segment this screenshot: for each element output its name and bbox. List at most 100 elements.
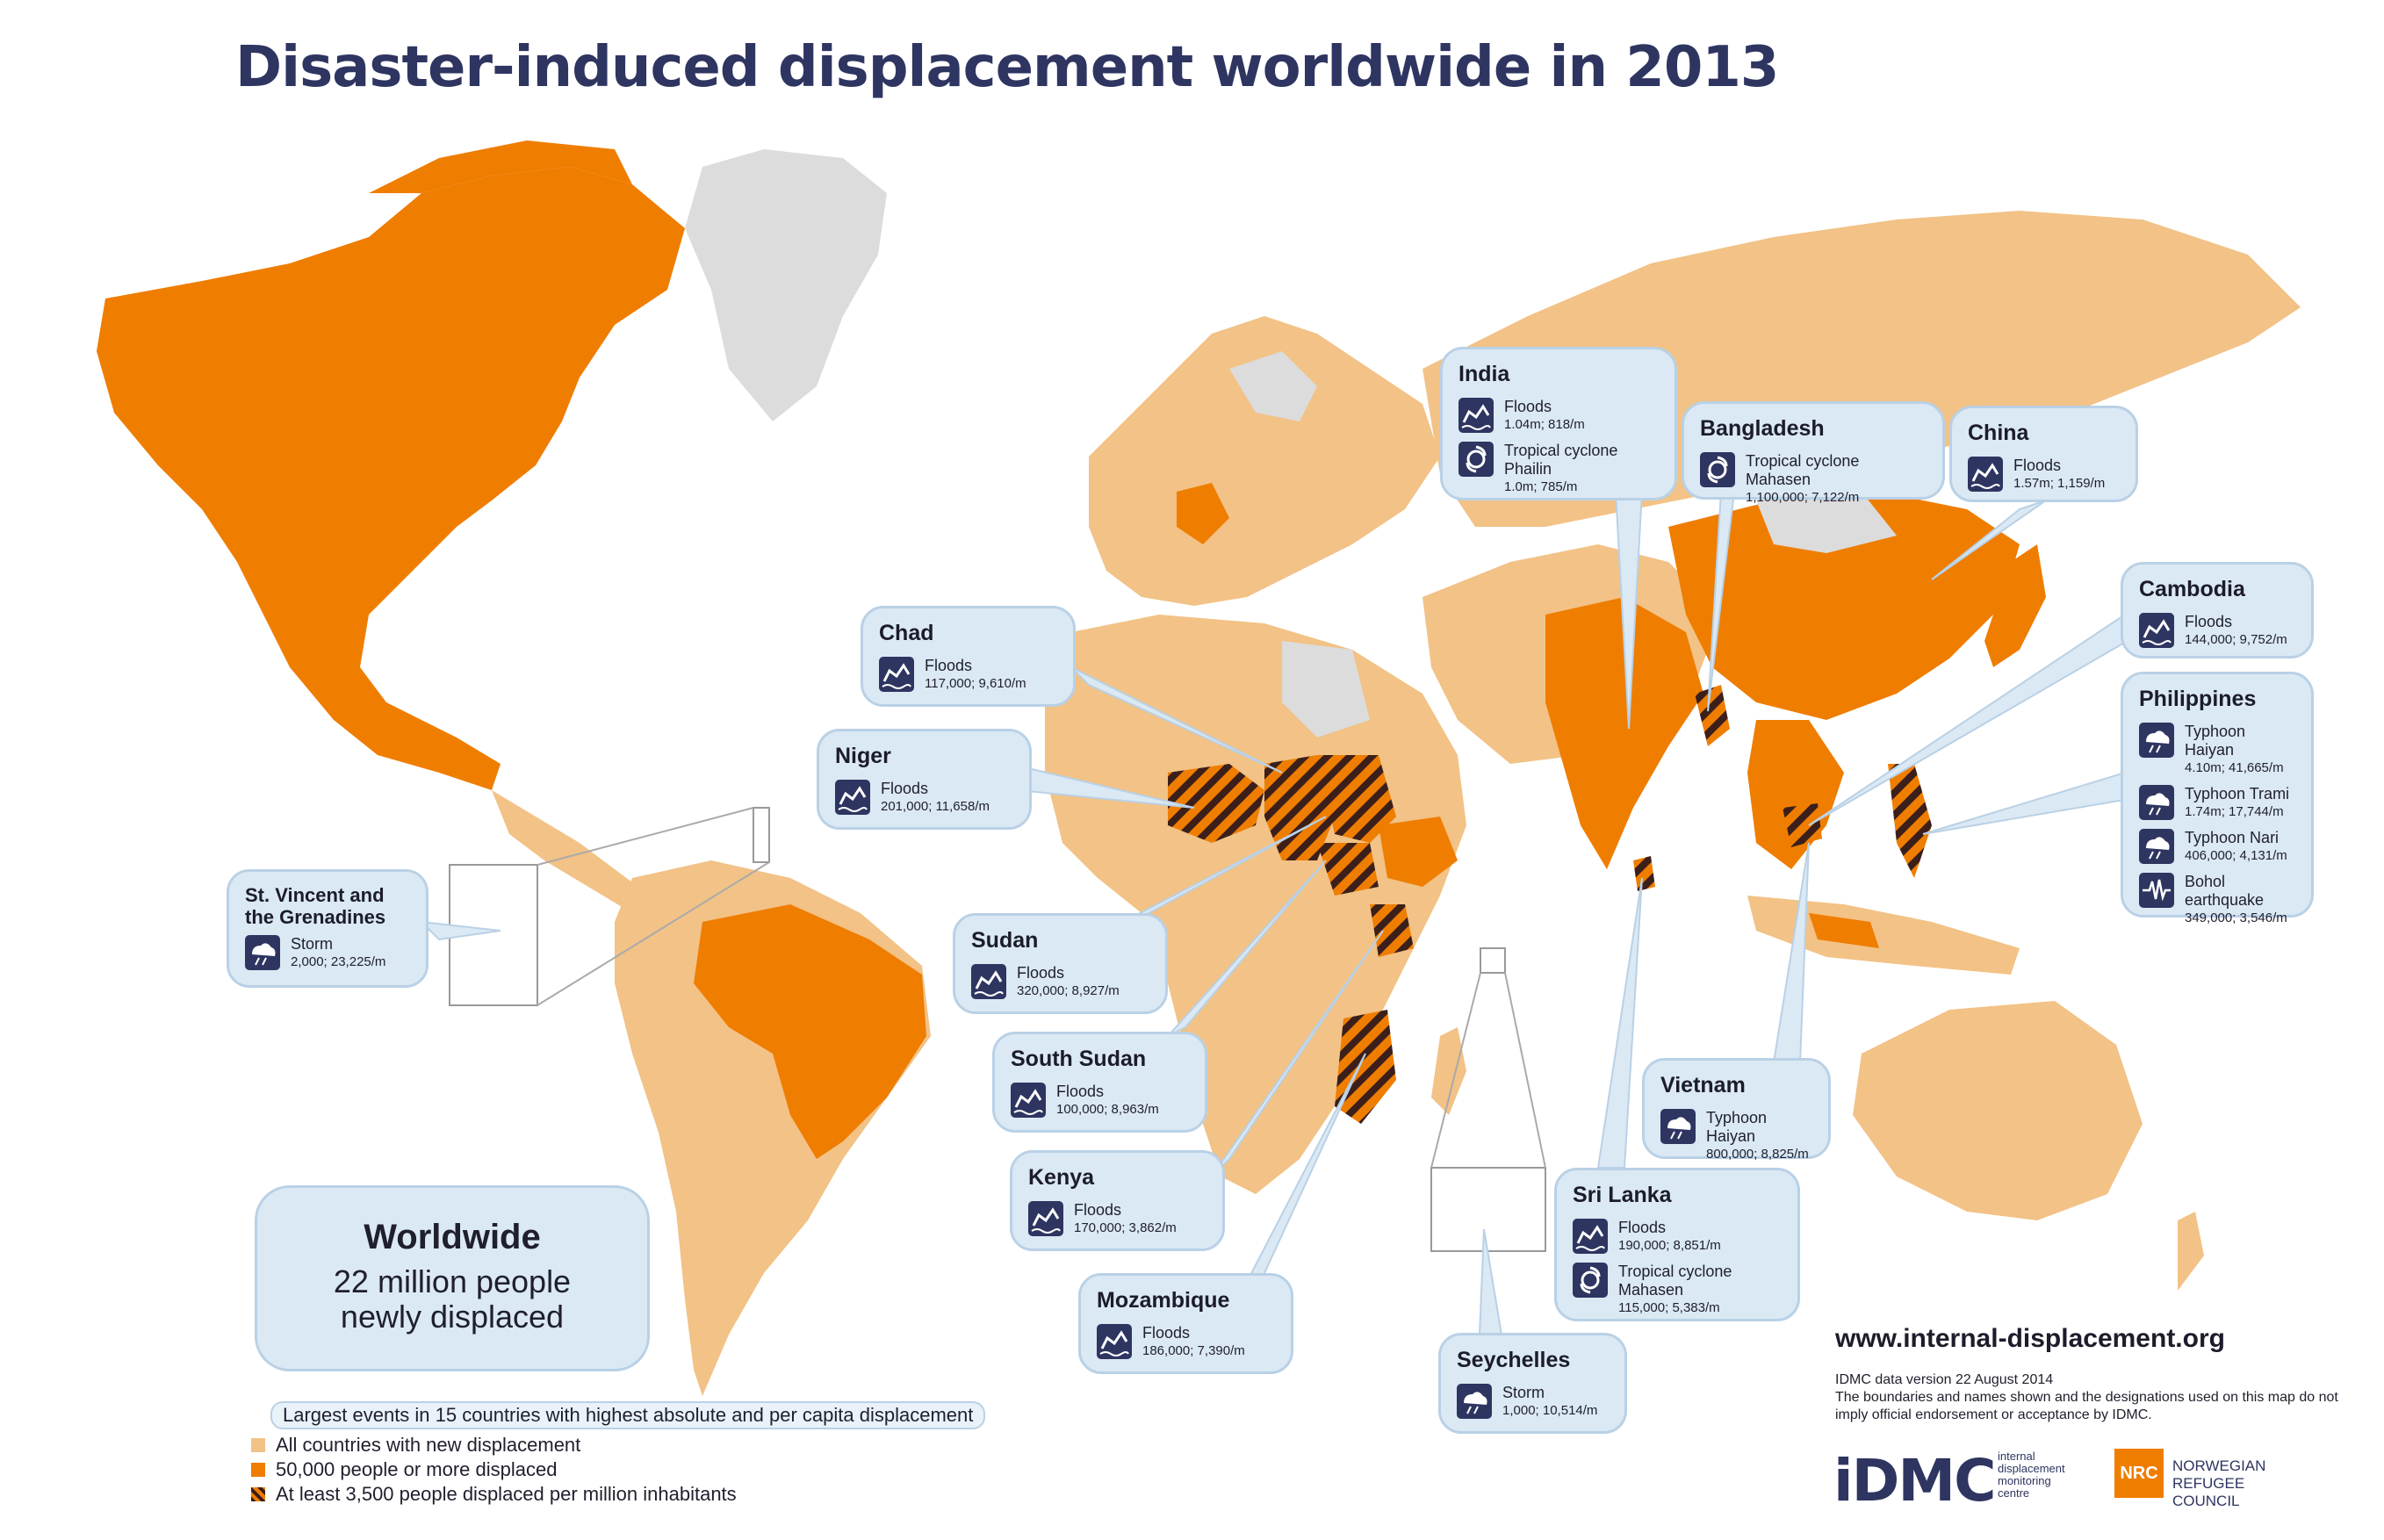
greenland-shape bbox=[685, 149, 887, 421]
seychelles-small-box bbox=[1480, 947, 1506, 974]
cambodia-hatched-shape bbox=[1783, 803, 1822, 847]
worldwide-line1: 22 million people bbox=[333, 1263, 572, 1299]
callout-india: India Floods 1.04m; 818/m Tropical cyclon… bbox=[1440, 347, 1677, 500]
website-link[interactable]: www.internal-displacement.org bbox=[1835, 1324, 2225, 1353]
data-note: IDMC data version 22 August 2014 The bou… bbox=[1835, 1371, 2362, 1424]
inset-line bbox=[537, 861, 770, 1006]
country-name: Sri Lanka bbox=[1573, 1183, 1672, 1207]
event-value: 800,000; 8,825/m bbox=[1706, 1147, 1809, 1162]
event-type: Typhoon Nari bbox=[2185, 829, 2280, 846]
event-type: Tropical cyclone Mahasen bbox=[1618, 1263, 1732, 1299]
country-name: St. Vincent and the Grenadines bbox=[245, 884, 386, 928]
niger-hatched-shape bbox=[1168, 764, 1264, 843]
flood-icon bbox=[879, 657, 914, 692]
idmc-logo: iDMC bbox=[1833, 1447, 1997, 1515]
event-type: Tropical cyclone Mahasen bbox=[1746, 452, 1860, 488]
event-row: Floods 144,000; 9,752/m bbox=[2139, 613, 2295, 648]
storm-icon bbox=[245, 935, 280, 970]
north-america-shape bbox=[97, 167, 685, 790]
flood-icon bbox=[1028, 1201, 1063, 1236]
event-value: 190,000; 8,851/m bbox=[1618, 1238, 1721, 1253]
legend-label: At least 3,500 people displaced per mill… bbox=[276, 1483, 737, 1505]
storm-icon bbox=[1457, 1384, 1492, 1419]
brazil-shape bbox=[694, 904, 926, 1159]
legend-label: 50,000 people or more displaced bbox=[276, 1458, 558, 1480]
chad-hatched-shape bbox=[1264, 755, 1335, 860]
idmc-subtitle: internal displacement monitoring centre bbox=[1998, 1450, 2065, 1500]
disclaimer: The boundaries and names shown and the d… bbox=[1835, 1390, 2338, 1422]
country-name: Bangladesh bbox=[1700, 416, 1825, 441]
india-shape bbox=[1545, 597, 1703, 869]
event-type: Floods bbox=[881, 780, 929, 797]
event-value: 1,000; 10,514/m bbox=[1502, 1403, 1598, 1418]
country-name: Niger bbox=[835, 744, 891, 768]
event-value: 170,000; 3,862/m bbox=[1074, 1220, 1177, 1235]
callout-seychelles: Seychelles Storm 1,000; 10,514/m bbox=[1438, 1333, 1627, 1434]
event-row: Storm 2,000; 23,225/m bbox=[245, 935, 410, 970]
ethiopia-shape bbox=[1379, 817, 1458, 887]
country-name: India bbox=[1458, 362, 1510, 386]
callout-pointer bbox=[1772, 842, 1810, 1063]
storm-icon bbox=[2139, 723, 2174, 758]
inset-line bbox=[1430, 972, 1481, 1169]
event-row: Floods 190,000; 8,851/m bbox=[1573, 1219, 1782, 1254]
event-row: Floods 201,000; 11,658/m bbox=[835, 780, 1013, 815]
arctic-islands-shape bbox=[369, 140, 632, 193]
legend-label: All countries with new displacement bbox=[276, 1434, 581, 1456]
event-row: Tropical cyclone Mahasen 1,100,000; 7,122… bbox=[1700, 452, 1927, 506]
event-row: Tropical cyclone Mahasen 115,000; 5,383/m bbox=[1573, 1263, 1782, 1316]
event-row: Typhoon Haiyan 800,000; 8,825/m bbox=[1660, 1109, 1812, 1162]
legend-swatch-all bbox=[251, 1438, 265, 1452]
flood-icon bbox=[835, 780, 870, 815]
callout-sudan: Sudan Floods 320,000; 8,927/m bbox=[953, 913, 1168, 1014]
event-value: 1.0m; 785/m bbox=[1504, 479, 1578, 494]
country-name: Kenya bbox=[1028, 1165, 1095, 1190]
event-type: Storm bbox=[1502, 1384, 1545, 1401]
country-name: Seychelles bbox=[1457, 1348, 1571, 1372]
event-row: Typhoon Trami 1.74m; 17,744/m bbox=[2139, 785, 2295, 820]
event-type: Tropical cyclone Phailin bbox=[1504, 442, 1618, 478]
callout-chad: Chad Floods 117,000; 9,610/m bbox=[861, 606, 1076, 707]
earthquake-icon bbox=[2139, 873, 2174, 908]
callout-niger: Niger Floods 201,000; 11,658/m bbox=[817, 729, 1032, 830]
inset-line bbox=[1504, 972, 1546, 1169]
event-row: Typhoon Haiyan 4.10m; 41,665/m bbox=[2139, 723, 2295, 776]
country-name: South Sudan bbox=[1011, 1047, 1147, 1071]
seychelles-inset-box bbox=[1430, 1167, 1546, 1252]
callout-pointer bbox=[1478, 1228, 1503, 1335]
storm-icon bbox=[2139, 829, 2174, 864]
callout-china: China Floods 1.57m; 1,159/m bbox=[1949, 406, 2138, 502]
north-africa-nodata-shape bbox=[1282, 641, 1370, 738]
callout-st-vincent: St. Vincent and the Grenadines Storm 2,00… bbox=[227, 869, 429, 988]
event-type: Floods bbox=[1056, 1083, 1105, 1100]
callout-pointer bbox=[1596, 877, 1643, 1169]
worldwide-summary: Worldwide 22 million people newly displa… bbox=[255, 1185, 650, 1371]
europe-nodata-shape bbox=[1229, 351, 1317, 421]
event-row: Floods 320,000; 8,927/m bbox=[971, 964, 1149, 999]
kenya-hatched-shape bbox=[1370, 904, 1414, 957]
event-row: Floods 186,000; 7,390/m bbox=[1097, 1324, 1275, 1359]
callout-mozambique: Mozambique Floods 186,000; 7,390/m bbox=[1078, 1273, 1293, 1374]
event-value: 100,000; 8,963/m bbox=[1056, 1102, 1159, 1117]
europe-shape bbox=[1089, 316, 1440, 606]
flood-icon bbox=[1968, 457, 2003, 492]
flood-icon bbox=[1011, 1083, 1046, 1118]
callout-pointer bbox=[1070, 666, 1283, 774]
event-type: Floods bbox=[1017, 964, 1065, 982]
legend-row: All countries with new displacement bbox=[251, 1433, 985, 1457]
event-type: Typhoon Trami bbox=[2185, 785, 2290, 802]
south-sudan-hatched-shape bbox=[1317, 843, 1379, 896]
china-shape bbox=[1668, 492, 2020, 720]
inset-line bbox=[537, 807, 754, 866]
legend-swatch-fifty bbox=[251, 1463, 265, 1477]
event-type: Floods bbox=[2185, 613, 2233, 630]
event-type: Bohol earthquake bbox=[2185, 873, 2265, 909]
event-type: Typhoon Haiyan bbox=[2185, 723, 2246, 759]
event-value: 406,000; 4,131/m bbox=[2185, 848, 2287, 863]
storm-icon bbox=[2139, 785, 2174, 820]
callout-pointer bbox=[1931, 500, 2047, 580]
callout-philippines: Philippines Typhoon Haiyan 4.10m; 41,665/… bbox=[2121, 672, 2314, 925]
philippines-hatched-shape bbox=[1888, 764, 1932, 878]
event-row: Floods 170,000; 3,862/m bbox=[1028, 1201, 1206, 1236]
event-type: Floods bbox=[1504, 398, 1552, 415]
